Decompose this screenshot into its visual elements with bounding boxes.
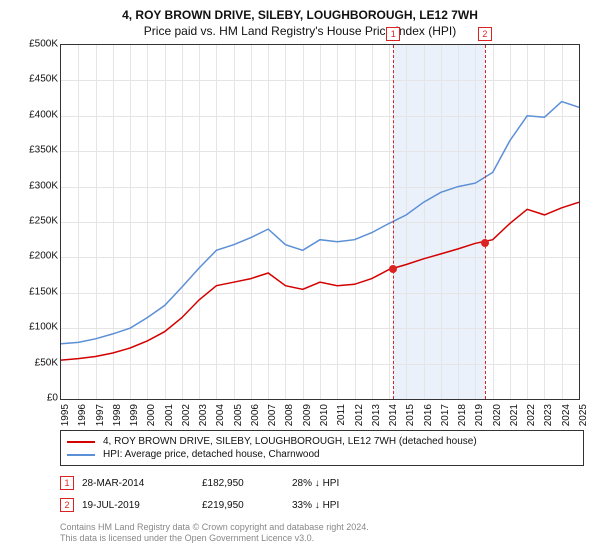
event-dash <box>393 45 394 399</box>
legend-row: HPI: Average price, detached house, Char… <box>67 448 577 461</box>
x-tick-label: 2002 <box>181 404 192 426</box>
legend-row: 4, ROY BROWN DRIVE, SILEBY, LOUGHBOROUGH… <box>67 435 577 448</box>
event-dot <box>389 265 397 273</box>
y-tick-label: £200K <box>29 251 58 262</box>
y-tick-label: £500K <box>29 39 58 50</box>
x-tick-label: 1997 <box>95 404 106 426</box>
x-tick-label: 1996 <box>77 404 88 426</box>
x-tick-label: 2005 <box>233 404 244 426</box>
legend-swatch-blue <box>67 454 95 456</box>
x-tick-label: 2007 <box>267 404 278 426</box>
x-tick-label: 2022 <box>526 404 537 426</box>
lines-svg <box>61 45 579 399</box>
x-tick-label: 2018 <box>457 404 468 426</box>
x-tick-label: 2024 <box>561 404 572 426</box>
x-tick-label: 2020 <box>492 404 503 426</box>
x-tick-label: 2017 <box>440 404 451 426</box>
y-axis: £0£50K£100K£150K£200K£250K£300K£350K£400… <box>16 44 60 400</box>
event-table: 1 28-MAR-2014 £182,950 28% ↓ HPI 2 19-JU… <box>60 472 584 516</box>
legend-label-red: 4, ROY BROWN DRIVE, SILEBY, LOUGHBOROUGH… <box>103 436 477 447</box>
y-tick-label: £250K <box>29 216 58 227</box>
series-line-red <box>61 202 579 360</box>
legend-swatch-red <box>67 441 95 443</box>
page-subtitle: Price paid vs. HM Land Registry's House … <box>16 24 584 38</box>
event-marker-icon: 1 <box>60 476 74 490</box>
event-row: 2 19-JUL-2019 £219,950 33% ↓ HPI <box>60 494 584 516</box>
plot-area: 12 <box>60 44 580 400</box>
x-tick-label: 2001 <box>164 404 175 426</box>
x-tick-label: 2010 <box>319 404 330 426</box>
y-tick-label: £50K <box>35 357 58 368</box>
x-tick-label: 2000 <box>146 404 157 426</box>
x-tick-label: 2011 <box>336 404 347 426</box>
x-tick-label: 2013 <box>371 404 382 426</box>
x-tick-label: 2006 <box>250 404 261 426</box>
x-tick-label: 2015 <box>405 404 416 426</box>
footer: Contains HM Land Registry data © Crown c… <box>60 522 584 545</box>
x-tick-label: 2025 <box>578 404 589 426</box>
x-axis: 1995 1996 1997 1998 1999 2000 2001 2002 2003 2004… <box>60 400 580 424</box>
event-hpi-diff: 33% ↓ HPI <box>292 500 402 511</box>
event-date: 28-MAR-2014 <box>82 478 202 489</box>
x-tick-label: 1998 <box>112 404 123 426</box>
event-price: £219,950 <box>202 500 292 511</box>
legend-label-blue: HPI: Average price, detached house, Char… <box>103 449 320 460</box>
event-hpi-diff: 28% ↓ HPI <box>292 478 402 489</box>
page-title: 4, ROY BROWN DRIVE, SILEBY, LOUGHBOROUGH… <box>16 8 584 22</box>
x-tick-label: 2004 <box>215 404 226 426</box>
event-marker-icon: 1 <box>386 27 400 41</box>
x-tick-label: 2009 <box>302 404 313 426</box>
series-line-blue <box>61 102 579 344</box>
event-dot <box>481 239 489 247</box>
x-tick-label: 2012 <box>354 404 365 426</box>
event-dash <box>485 45 486 399</box>
x-tick-label: 2003 <box>198 404 209 426</box>
y-tick-label: £400K <box>29 109 58 120</box>
y-tick-label: £0 <box>47 393 58 404</box>
event-price: £182,950 <box>202 478 292 489</box>
y-tick-label: £350K <box>29 145 58 156</box>
footer-line: Contains HM Land Registry data © Crown c… <box>60 522 584 533</box>
event-row: 1 28-MAR-2014 £182,950 28% ↓ HPI <box>60 472 584 494</box>
legend: 4, ROY BROWN DRIVE, SILEBY, LOUGHBOROUGH… <box>60 430 584 466</box>
x-tick-label: 2023 <box>543 404 554 426</box>
x-tick-label: 2019 <box>474 404 485 426</box>
y-tick-label: £450K <box>29 74 58 85</box>
event-date: 19-JUL-2019 <box>82 500 202 511</box>
x-tick-label: 1995 <box>60 404 71 426</box>
event-marker-icon: 2 <box>478 27 492 41</box>
footer-line: This data is licensed under the Open Gov… <box>60 533 584 544</box>
y-tick-label: £100K <box>29 322 58 333</box>
x-tick-label: 2014 <box>388 404 399 426</box>
event-marker-icon: 2 <box>60 498 74 512</box>
y-tick-label: £300K <box>29 180 58 191</box>
x-tick-label: 2021 <box>509 404 520 426</box>
y-tick-label: £150K <box>29 286 58 297</box>
x-tick-label: 1999 <box>129 404 140 426</box>
x-tick-label: 2016 <box>423 404 434 426</box>
x-tick-label: 2008 <box>284 404 295 426</box>
chart: £0 £50K £100K £150K £200K £250K £300K £350K £400… <box>16 44 584 424</box>
